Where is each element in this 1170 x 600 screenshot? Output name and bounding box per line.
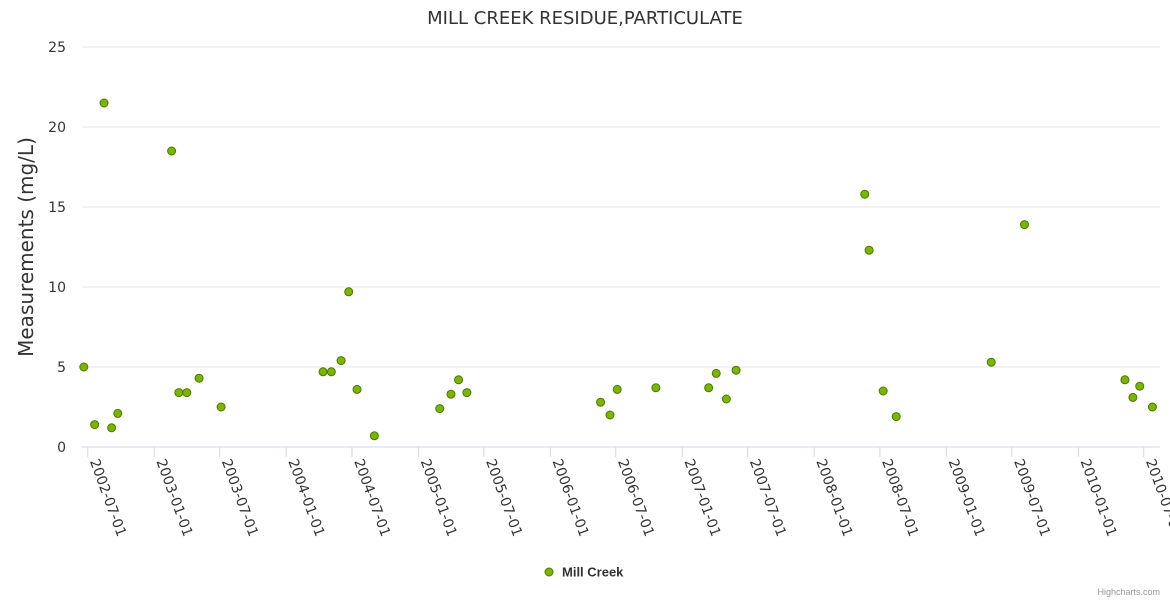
y-axis-ticks: 0 5 10 15 20 25: [48, 40, 66, 456]
data-point[interactable]: [864, 245, 874, 255]
grid-lines: [82, 46, 1160, 368]
data-point[interactable]: [605, 410, 615, 420]
data-point[interactable]: [90, 420, 100, 430]
legend[interactable]: Mill Creek: [544, 565, 624, 580]
data-point[interactable]: [704, 383, 714, 393]
x-tick-label: 2005-07-01: [482, 457, 525, 539]
data-point[interactable]: [454, 375, 464, 385]
data-point[interactable]: [344, 287, 354, 297]
data-point[interactable]: [1128, 392, 1138, 402]
y-tick-label: 0: [57, 440, 66, 456]
x-tick-label: 2008-07-01: [878, 457, 921, 539]
x-axis-ticks: 2002-07-01 2003-01-01 2003-07-01 2004-01-01…: [86, 447, 1170, 539]
data-point[interactable]: [878, 386, 888, 396]
x-tick-label: 2007-07-01: [746, 457, 789, 539]
data-point[interactable]: [326, 367, 336, 377]
data-point[interactable]: [462, 388, 472, 398]
x-tick-label: 2009-07-01: [1010, 457, 1053, 539]
x-tick-label: 2003-07-01: [218, 457, 261, 539]
y-tick-label: 15: [48, 200, 66, 216]
x-tick-label: 2007-01-01: [680, 457, 723, 539]
data-point[interactable]: [369, 431, 379, 441]
x-tick-label: 2002-07-01: [86, 457, 129, 539]
data-point[interactable]: [1019, 220, 1029, 230]
data-point[interactable]: [113, 408, 123, 418]
legend-marker-icon[interactable]: [544, 567, 554, 577]
legend-item-label[interactable]: Mill Creek: [562, 565, 624, 580]
y-tick-label: 25: [48, 40, 66, 56]
data-point[interactable]: [216, 402, 226, 412]
x-tick-label: 2003-01-01: [153, 457, 196, 539]
data-point[interactable]: [612, 384, 622, 394]
data-point[interactable]: [107, 423, 117, 433]
y-axis-label: Measurements (mg/L): [14, 137, 38, 357]
x-tick-label: 2009-01-01: [945, 457, 988, 539]
x-tick-label: 2004-07-01: [350, 457, 393, 539]
data-point[interactable]: [891, 412, 901, 422]
data-point[interactable]: [99, 98, 109, 108]
data-point[interactable]: [435, 404, 445, 414]
data-point[interactable]: [336, 356, 346, 366]
data-point[interactable]: [182, 388, 192, 398]
data-point[interactable]: [731, 365, 741, 375]
data-point[interactable]: [174, 388, 184, 398]
x-tick-label: 2010-01-01: [1077, 457, 1120, 539]
data-point[interactable]: [352, 384, 362, 394]
data-point[interactable]: [721, 394, 731, 404]
data-point[interactable]: [711, 368, 721, 378]
chart-title: MILL CREEK RESIDUE,PARTICULATE: [427, 8, 743, 29]
data-point[interactable]: [860, 189, 870, 199]
x-tick-label: 2006-07-01: [614, 457, 657, 539]
series-mill-creek[interactable]: [79, 98, 1157, 441]
y-tick-label: 5: [57, 360, 66, 376]
data-point[interactable]: [1147, 402, 1157, 412]
data-point[interactable]: [79, 362, 89, 372]
x-tick-label: 2004-01-01: [284, 457, 327, 539]
y-tick-label: 10: [48, 280, 66, 296]
x-tick-label: 2006-01-01: [549, 457, 592, 539]
x-tick-label: 2005-01-01: [417, 457, 460, 539]
x-tick-label: 2010-07-01: [1142, 457, 1170, 539]
data-point[interactable]: [1135, 381, 1145, 391]
data-point[interactable]: [318, 367, 328, 377]
data-point[interactable]: [446, 389, 456, 399]
data-point[interactable]: [194, 373, 204, 383]
data-point[interactable]: [986, 357, 996, 367]
x-tick-label: 2008-01-01: [812, 457, 855, 539]
data-point[interactable]: [167, 146, 177, 156]
data-point[interactable]: [651, 383, 661, 393]
y-tick-label: 20: [48, 120, 66, 136]
data-point[interactable]: [596, 397, 606, 407]
data-point[interactable]: [1120, 375, 1130, 385]
credits-link[interactable]: Highcharts.com: [1097, 587, 1160, 597]
